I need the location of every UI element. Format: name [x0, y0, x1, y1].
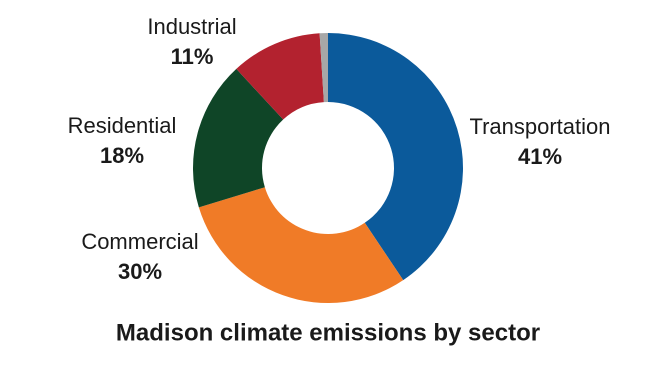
slice-value-label: 30% [118, 259, 162, 284]
slice-label: Commercial [81, 229, 198, 254]
slice-label: Residential [68, 113, 177, 138]
donut-slice [193, 68, 284, 208]
donut-slice [236, 33, 324, 120]
donut-slice [319, 33, 328, 103]
slice-label: Industrial [147, 14, 236, 39]
slice-label: Transportation [469, 114, 610, 139]
slice-value-label: 18% [100, 143, 144, 168]
slice-value-label: 41% [518, 144, 562, 169]
donut-slice [328, 33, 463, 281]
donut-slice [198, 187, 404, 303]
chart-title: Madison climate emissions by sector [116, 319, 540, 346]
slice-value-label: 11% [171, 44, 214, 69]
